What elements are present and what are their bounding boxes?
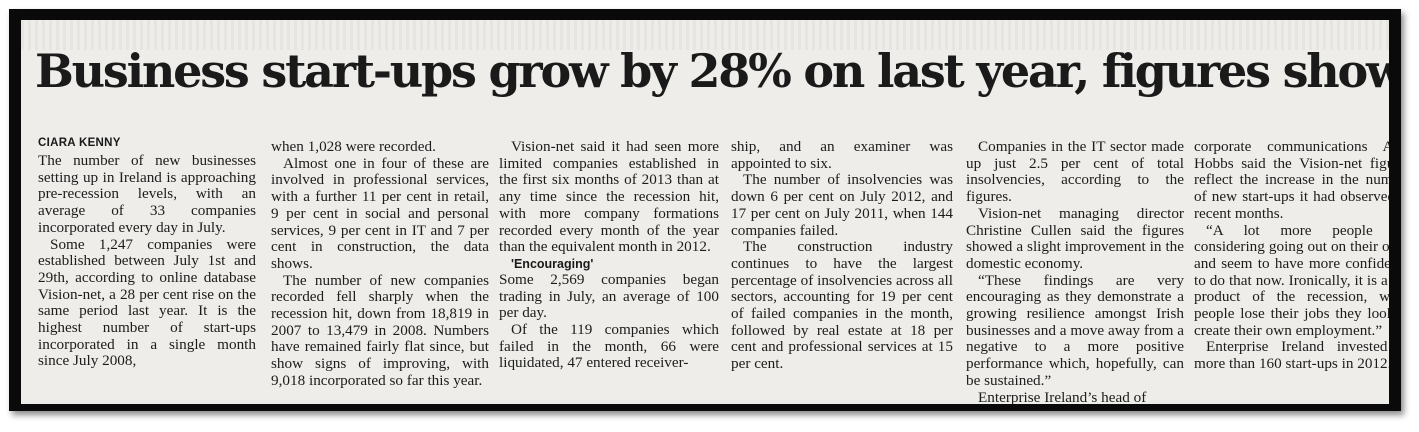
paragraph: Some 2,569 companies began trading in Ju… [499, 270, 719, 322]
paragraph: Companies in the IT sector made up just … [966, 138, 1184, 206]
paragraph: when 1,028 were recorded. [271, 138, 436, 155]
paragraph: Enterprise Ireland’s head of [978, 388, 1147, 404]
article-column-5: Companies in the IT sector made up just … [966, 138, 1184, 404]
bleed-through-text [21, 20, 1389, 50]
article-column-3: Vision-net said it had seen more limited… [499, 138, 719, 372]
paragraph: “These findings are very encouraging as … [966, 271, 1184, 389]
article-headline: Business start-ups grow by 28% on last y… [35, 44, 1389, 98]
article-column-1: CIARA KENNY The number of new businesses… [38, 136, 256, 370]
image-frame: Business start-ups grow by 28% on last y… [9, 9, 1401, 411]
article-byline: CIARA KENNY [38, 137, 121, 149]
paragraph: ship, and an examiner was appointed to s… [731, 138, 953, 172]
paragraph: The number of new businesses setting up … [38, 152, 256, 236]
paragraph: The construction industry continues to h… [731, 238, 953, 373]
paragraph: The number of insolvencies was down 6 pe… [731, 171, 953, 239]
paragraph: corporate communications Alan Hobbs said… [1194, 138, 1389, 222]
article-subhead: 'Encouraging' [511, 256, 594, 271]
paragraph: “A lot more people are considering going… [1194, 221, 1389, 339]
paragraph: Enterprise Ireland invested in more than… [1194, 338, 1389, 373]
article-column-6: corporate communications Alan Hobbs said… [1194, 138, 1389, 373]
paragraph: Almost one in four of these are involved… [271, 154, 489, 272]
paragraph: The number of new companies recorded fel… [271, 271, 489, 389]
paragraph: Of the 119 companies which failed in the… [499, 321, 719, 372]
paragraph: Vision-net said it had seen more limited… [499, 138, 719, 256]
newspaper-clipping: Business start-ups grow by 28% on last y… [21, 20, 1389, 404]
article-column-2: when 1,028 were recorded. Almost one in … [271, 138, 489, 390]
paragraph: Some 1,247 companies were established be… [38, 235, 256, 370]
paragraph: Vision-net managing director Christine C… [966, 204, 1184, 272]
article-column-4: ship, and an examiner was appointed to s… [731, 138, 953, 373]
